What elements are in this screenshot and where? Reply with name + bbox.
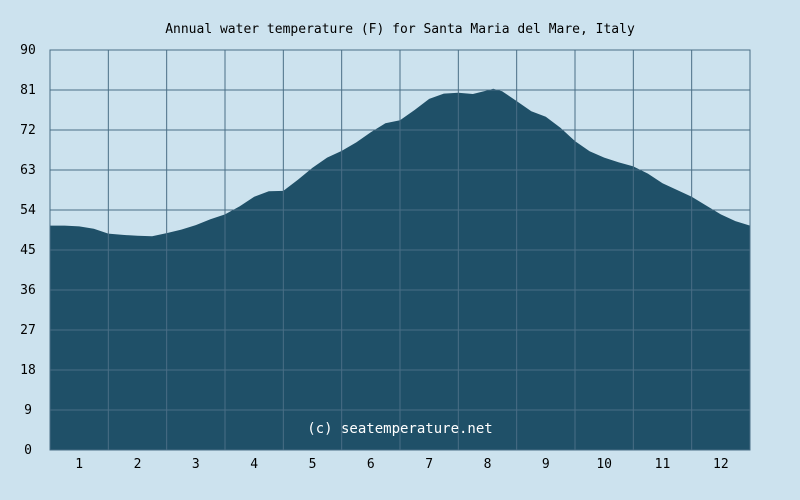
x-tick-label: 5 bbox=[309, 457, 317, 472]
y-tick-label: 36 bbox=[20, 283, 36, 298]
plot-area bbox=[49, 49, 751, 451]
x-tick-label: 8 bbox=[484, 457, 492, 472]
x-tick-label: 7 bbox=[425, 457, 433, 472]
x-tick-label: 2 bbox=[134, 457, 142, 472]
y-tick-label: 0 bbox=[24, 443, 32, 458]
y-tick-label: 45 bbox=[20, 243, 36, 258]
x-tick-label: 11 bbox=[655, 457, 671, 472]
x-tick-label: 6 bbox=[367, 457, 375, 472]
y-tick-label: 72 bbox=[20, 123, 36, 138]
x-tick-label: 12 bbox=[713, 457, 729, 472]
x-tick-label: 9 bbox=[542, 457, 550, 472]
y-tick-label: 9 bbox=[24, 403, 32, 418]
y-tick-label: 63 bbox=[20, 163, 36, 178]
y-tick-label: 90 bbox=[20, 43, 36, 58]
x-tick-label: 4 bbox=[250, 457, 258, 472]
chart-title: Annual water temperature (F) for Santa M… bbox=[165, 22, 635, 37]
y-tick-label: 18 bbox=[20, 363, 36, 378]
horizontal-gridlines bbox=[50, 89, 750, 411]
y-tick-label: 27 bbox=[20, 323, 36, 338]
plot-border bbox=[49, 49, 751, 451]
y-tick-label: 81 bbox=[20, 83, 36, 98]
watermark: (c) seatemperature.net bbox=[307, 421, 492, 437]
x-tick-label: 10 bbox=[596, 457, 612, 472]
x-tick-label: 1 bbox=[75, 457, 83, 472]
x-tick-label: 3 bbox=[192, 457, 200, 472]
y-tick-label: 54 bbox=[20, 203, 36, 218]
x-axis: 1 2 3 4 5 6 7 8 9 10 11 12 bbox=[75, 457, 728, 472]
y-axis: 0 9 18 27 36 45 54 63 72 81 90 bbox=[20, 43, 36, 458]
